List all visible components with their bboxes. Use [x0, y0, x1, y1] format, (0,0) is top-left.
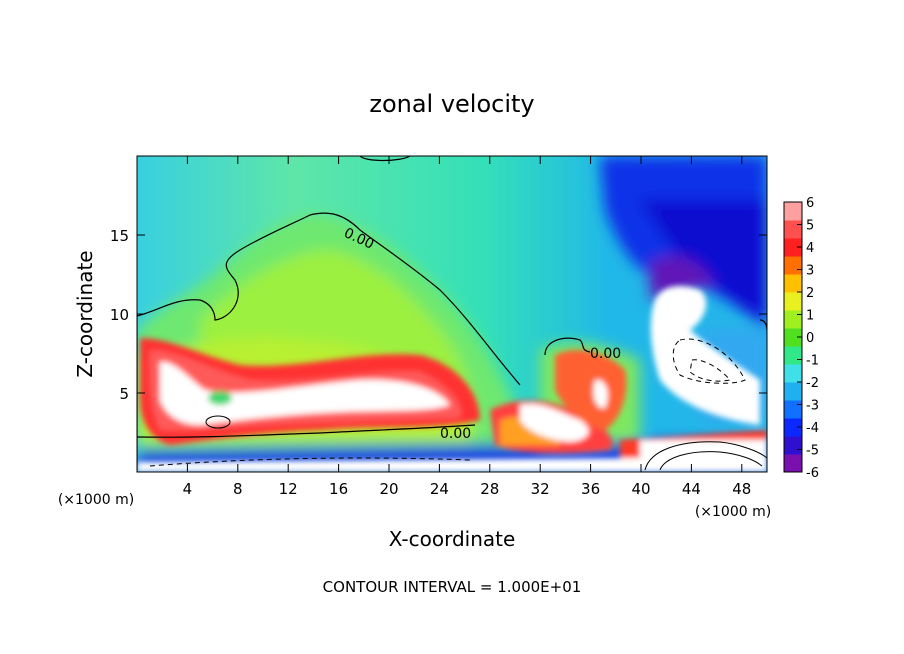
y-axis: 5 10 15 [110, 227, 767, 403]
y-unit-label: (×1000 m) [58, 492, 134, 508]
colorbar-swatch [784, 328, 802, 347]
colorbar-tick-label: 0 [806, 331, 814, 346]
x-unit-label: (×1000 m) [695, 504, 771, 520]
colorbar-tick-label: 6 [806, 196, 814, 211]
colorbar-swatch [784, 274, 802, 293]
colorbar-swatch [784, 202, 802, 221]
colorbar-swatch [784, 292, 802, 311]
colorbar-swatch [784, 364, 802, 383]
colorbar-tick-label: -5 [806, 444, 819, 459]
y-tick-label: 10 [110, 306, 129, 324]
contour-label: 0.00 [590, 346, 621, 362]
colorbar-swatch [784, 220, 802, 239]
x-tick-label: 32 [531, 480, 550, 498]
x-tick-label: 20 [379, 480, 398, 498]
colorbar: 6 5 4 3 2 1 0 -1 -2 -3 -4 -5 -6 [783, 196, 819, 481]
colorbar-tick-label: 2 [806, 286, 814, 301]
contour-interval-note: CONTOUR INTERVAL = 1.000E+01 [323, 578, 582, 596]
x-tick-label: 28 [480, 480, 499, 498]
colorbar-swatch [784, 436, 802, 455]
y-axis-label: Z-coordinate [73, 250, 97, 377]
x-axis: 4 8 12 16 20 24 28 32 36 40 44 48 [183, 156, 751, 498]
colorbar-swatch [784, 400, 802, 419]
x-tick-label: 48 [732, 480, 751, 498]
colorbar-swatch [784, 418, 802, 437]
colorbar-tick-label: -4 [806, 421, 819, 436]
y-tick-label: 5 [119, 385, 129, 403]
colorbar-tick-label: 3 [806, 264, 814, 279]
x-tick-label: 36 [581, 480, 600, 498]
colorbar-swatch [784, 310, 802, 329]
x-tick-label: 4 [183, 480, 193, 498]
heatmap-field [137, 156, 767, 472]
colorbar-tick-label: -6 [806, 466, 819, 481]
colorbar-swatch [784, 346, 802, 365]
x-tick-label: 8 [233, 480, 243, 498]
x-tick-label: 12 [279, 480, 298, 498]
colorbar-swatch [784, 238, 802, 257]
x-axis-label: X-coordinate [389, 527, 516, 551]
colorbar-tick-label: 5 [806, 219, 814, 234]
colorbar-tick-label: 4 [806, 241, 814, 256]
colorbar-swatch [784, 382, 802, 401]
y-tick-label: 15 [110, 227, 129, 245]
x-tick-label: 40 [631, 480, 650, 498]
colorbar-tick-label: -2 [806, 376, 819, 391]
x-tick-label: 16 [329, 480, 348, 498]
x-tick-label: 44 [682, 480, 701, 498]
contour-label: 0.00 [440, 426, 471, 442]
x-tick-label: 24 [430, 480, 449, 498]
colorbar-swatch [784, 256, 802, 275]
colorbar-swatch [784, 454, 802, 473]
colorbar-tick-label: -1 [806, 354, 819, 369]
colorbar-tick-label: -3 [806, 399, 819, 414]
chart-title: zonal velocity [369, 90, 534, 118]
colorbar-tick-label: 1 [806, 309, 814, 324]
